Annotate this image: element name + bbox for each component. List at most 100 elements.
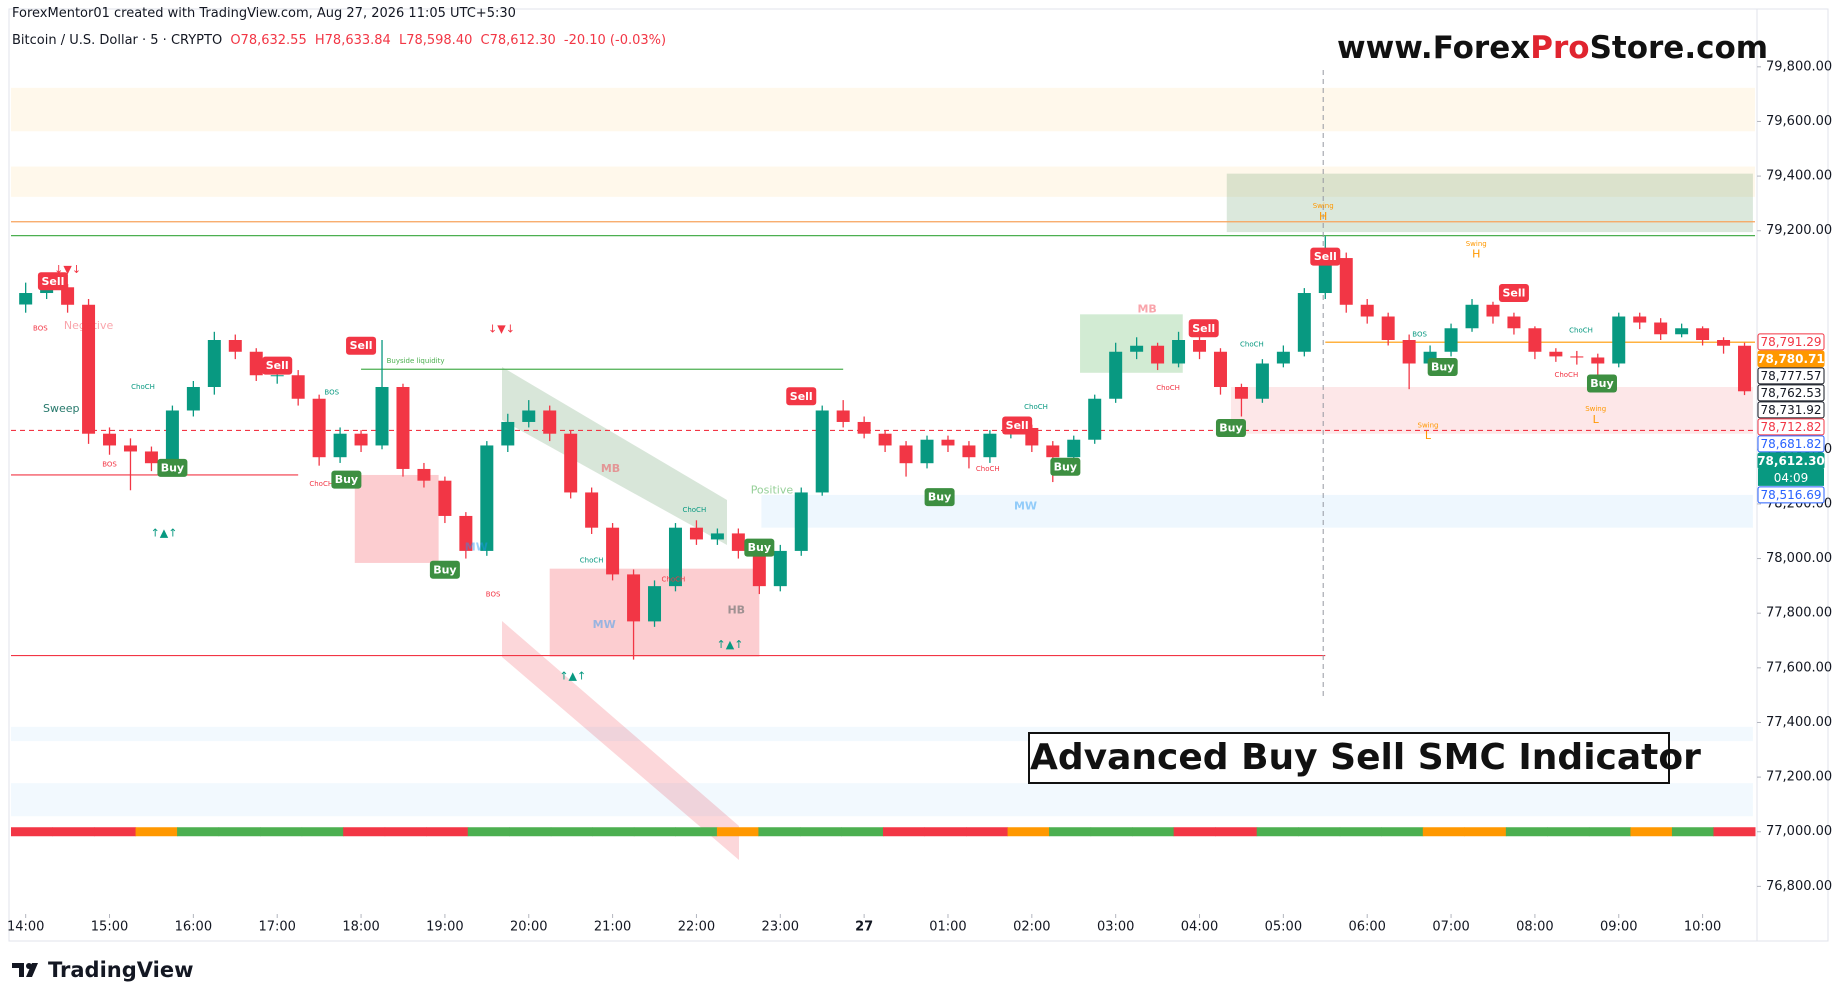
signal-box [786,387,817,406]
heat-segment [301,827,344,837]
candle-body [1717,340,1731,346]
candle-body [375,386,389,446]
candle-body [1109,351,1123,399]
zone [354,474,439,563]
signal-box [346,336,377,355]
candle-body [543,410,557,434]
candle-body [1465,304,1479,329]
countdown: 04:09 [1774,471,1809,485]
ohlc-close: C78,612.30 [480,33,556,48]
annotation: H [1319,210,1327,223]
signal-label: Buy [928,491,951,504]
heat-segment [1090,827,1133,837]
candle-body [291,375,305,399]
price-label-box [1757,435,1825,453]
candle-body [1255,363,1269,399]
heat-segment [1298,827,1341,837]
x-tick-label: 17:00 [258,920,295,935]
candle-body [752,550,766,587]
x-tick-label: 08:00 [1516,920,1553,935]
signal-label: Sell [1006,419,1029,432]
annotation: Swing [1466,240,1487,248]
heat-segment [260,827,303,837]
candle-body [1172,340,1186,364]
watermark: www.ForexProStore.com [1337,30,1768,66]
annotation: BOS [102,460,117,468]
signal-label: Sell [1192,322,1215,335]
projection-channel [502,367,727,545]
logo: TradingView [12,958,193,982]
watermark-text: Pro [1530,30,1590,66]
y-tick-label: 79,600.00 [1766,114,1832,129]
ohlc-open: O78,632.55 [230,33,307,48]
heat-segment [1381,827,1424,837]
signal-box [1050,457,1081,476]
heat-segment [924,827,967,837]
candle-body [1549,351,1563,357]
logo-text: TradingView [48,958,194,982]
x-tick-label: 23:00 [762,920,799,935]
candle-body [1088,398,1102,440]
heat-segment [1049,827,1092,837]
heat-segment [52,827,95,837]
price-label-box [1757,350,1825,368]
y-tick-label: 76,800.00 [1766,879,1832,894]
heat-segment [1256,827,1299,837]
countdown-box [1758,468,1824,486]
candle-body [1046,445,1060,458]
price-label-box [1757,486,1825,504]
candle-body [899,445,913,464]
candle-body [815,410,829,493]
candle-body [1528,328,1542,352]
symbol: Bitcoin / U.S. Dollar · 5 · CRYPTO [12,33,223,48]
heat-segment [94,827,137,837]
x-tick-label: 27 [855,920,873,935]
candle-body [773,550,787,587]
candle-body [1486,304,1500,317]
candle-body [417,468,431,481]
candle-body [731,533,745,551]
heat-segment [1173,827,1216,837]
candle-body [1276,351,1290,364]
candle-body [1360,304,1374,317]
candle-body [878,433,892,446]
candle-body [1339,258,1353,305]
signal-box [262,356,293,375]
x-tick-label: 02:00 [1013,920,1050,935]
heat-segment [1713,827,1756,837]
candle-body [1507,316,1521,329]
x-tick-label: 22:00 [678,920,715,935]
heat-segment [384,827,427,837]
signal-box [1002,416,1033,435]
candle-body [19,293,33,305]
candle-body [857,421,871,434]
candle-body [228,340,242,352]
candle-body [962,445,976,458]
heat-segment [11,827,54,837]
heat-segment [218,827,261,837]
candle-body [794,492,808,551]
heat-segment [799,827,842,837]
signal-box [1498,284,1529,303]
candle-body [1570,356,1584,358]
projection-channel [502,621,739,860]
candle-body [585,492,599,528]
candle-body [1444,328,1458,352]
y-tick-label: 77,400.00 [1766,715,1832,730]
signal-box [157,458,188,477]
x-tick-label: 10:00 [1684,920,1721,935]
x-tick-label: 18:00 [342,920,379,935]
candle-body [983,433,997,458]
heat-segment [841,827,884,837]
heat-segment [467,827,510,837]
candle-body [648,586,662,622]
signal-label: Buy [433,563,456,576]
annotation: Swing [1313,202,1334,210]
x-tick-label: 09:00 [1600,920,1637,935]
candle-body [1675,328,1689,335]
candle-body [836,410,850,422]
annotation: MW [593,618,616,631]
annotation: ChoCH [131,383,155,391]
annotation: ChoCH [580,556,604,564]
heat-segment [1671,827,1714,837]
